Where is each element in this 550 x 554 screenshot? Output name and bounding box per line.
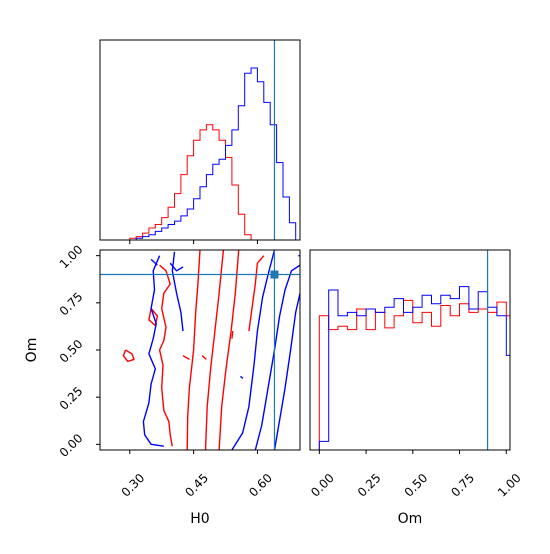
hist-h0-blue-series bbox=[129, 67, 297, 240]
hist-h0-panel bbox=[99, 39, 301, 244]
contour-red-0 bbox=[186, 250, 201, 450]
om-y-tick-label: 0.50 bbox=[57, 337, 86, 366]
contour-blue-10 bbox=[231, 250, 276, 450]
contour-blue-15 bbox=[171, 251, 184, 332]
contour-blue-17 bbox=[239, 375, 244, 379]
contour-blue-16 bbox=[169, 262, 184, 272]
om-x-tick-label: 0.00 bbox=[308, 471, 337, 500]
hist-h0-red-series bbox=[129, 124, 296, 240]
h0-tick-label: 0.45 bbox=[182, 471, 211, 500]
contour-red-6 bbox=[182, 355, 190, 361]
contour-red-3 bbox=[158, 264, 173, 447]
om-x-tick-label: 0.25 bbox=[355, 471, 384, 500]
om-x-tick-label: 0.75 bbox=[448, 471, 477, 500]
hist-h0-frame bbox=[99, 39, 301, 241]
h0-tick-label: 0.30 bbox=[119, 471, 148, 500]
contour-blue-13 bbox=[142, 255, 164, 447]
hist-om-red-series bbox=[310, 299, 510, 450]
om-y-tick-label: 1.00 bbox=[57, 242, 86, 271]
h0-axis-label: H0 bbox=[190, 511, 209, 527]
contour-red-9 bbox=[231, 331, 234, 339]
contour-blue-14 bbox=[150, 258, 158, 266]
om-y-tick-label: 0.00 bbox=[57, 431, 86, 460]
hist-om-frame bbox=[309, 249, 511, 451]
contour-red-7 bbox=[201, 355, 207, 360]
contour-blue-12 bbox=[273, 293, 300, 450]
contour-red-8 bbox=[248, 255, 265, 332]
om-y-tick-label: 0.25 bbox=[57, 384, 86, 413]
contour-red-5 bbox=[122, 349, 135, 362]
om-axis-label-y: Om bbox=[24, 338, 40, 363]
om-axis-label-x: Om bbox=[398, 511, 423, 527]
hist-om-blue-series bbox=[310, 286, 510, 450]
contour-blue-11 bbox=[254, 264, 300, 450]
contour-panel: 0.30 0.45 0.60 0.00 0.25 0.50 0.75 1.00 bbox=[57, 242, 301, 500]
om-x-tick-label: 1.00 bbox=[495, 471, 524, 500]
h0-tick-label: 0.60 bbox=[246, 471, 275, 500]
contour-frame bbox=[99, 249, 301, 451]
contour-red-2 bbox=[218, 250, 240, 450]
om-x-tick-label: 0.50 bbox=[402, 471, 431, 500]
truth-marker bbox=[270, 270, 279, 279]
hist-om-panel: 0.00 0.25 0.50 0.75 1.00 bbox=[308, 249, 524, 500]
contour-red-1 bbox=[204, 250, 225, 450]
om-y-tick-label: 0.75 bbox=[57, 290, 86, 319]
